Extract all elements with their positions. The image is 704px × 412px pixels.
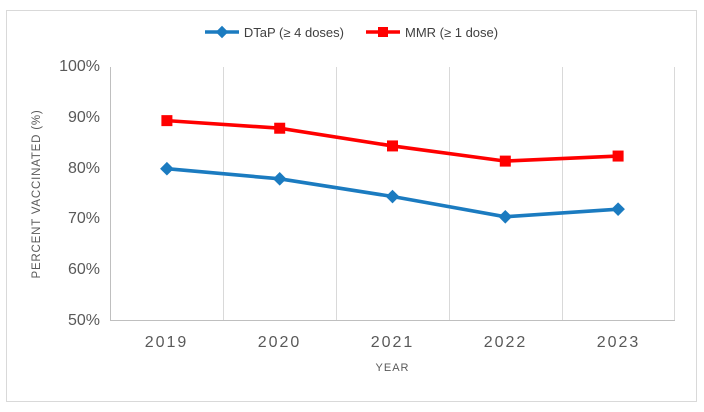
legend-item: DTaP (≥ 4 doses) <box>204 24 344 40</box>
square-marker <box>612 150 624 162</box>
legend-item: MMR (≥ 1 dose) <box>366 25 498 40</box>
x-axis-line <box>110 320 675 321</box>
diamond-marker <box>611 202 625 216</box>
chart-legend: DTaP (≥ 4 doses) MMR (≥ 1 dose) <box>6 24 697 40</box>
diamond-marker <box>498 209 513 224</box>
plot-area <box>110 67 675 321</box>
square-marker <box>378 27 388 37</box>
vertical-gridline <box>674 67 675 320</box>
x-tick-label: 2021 <box>370 334 415 351</box>
vertical-gridline <box>449 67 450 320</box>
y-axis-title: PERCENT VACCINATED (%) <box>31 109 43 279</box>
legend-diamond-line-icon <box>204 25 239 39</box>
vertical-gridline <box>562 67 563 320</box>
y-tick-label: 80% <box>67 159 100 177</box>
x-axis-title: YEAR <box>375 362 410 374</box>
x-tick-label: 2022 <box>483 334 528 351</box>
vertical-gridline <box>336 67 337 320</box>
y-tick-label: 70% <box>67 210 100 228</box>
y-tick-label: 90% <box>67 108 100 126</box>
x-tick-label: 2020 <box>257 334 302 351</box>
y-axis-tick-labels: 100% 90% 80% 70% 60% 50% <box>38 58 102 329</box>
data-series-plot <box>160 115 625 224</box>
square-marker <box>499 155 511 167</box>
diamond-marker <box>215 25 229 39</box>
diamond-marker <box>272 172 287 186</box>
diamond-marker <box>160 161 174 176</box>
y-axis-line <box>110 67 111 321</box>
y-tick-label: 100% <box>59 58 100 75</box>
x-tick-label: 2023 <box>596 334 641 351</box>
square-marker <box>161 115 173 127</box>
chart-frame <box>6 10 697 402</box>
x-tick-label: 2019 <box>144 334 189 351</box>
y-tick-label: 50% <box>67 312 100 329</box>
y-tick-label: 60% <box>67 261 100 279</box>
diamond-marker <box>385 189 400 204</box>
legend-square-line-icon <box>366 27 400 37</box>
square-marker <box>387 140 398 152</box>
x-axis-tick-labels: 2019 2020 2021 2022 2023 <box>110 334 675 356</box>
vertical-gridline <box>223 67 224 320</box>
legend-item-label: DTaP (≥ 4 doses) <box>243 24 344 40</box>
square-marker <box>274 122 286 134</box>
legend-item-label: MMR (≥ 1 dose) <box>405 24 499 40</box>
